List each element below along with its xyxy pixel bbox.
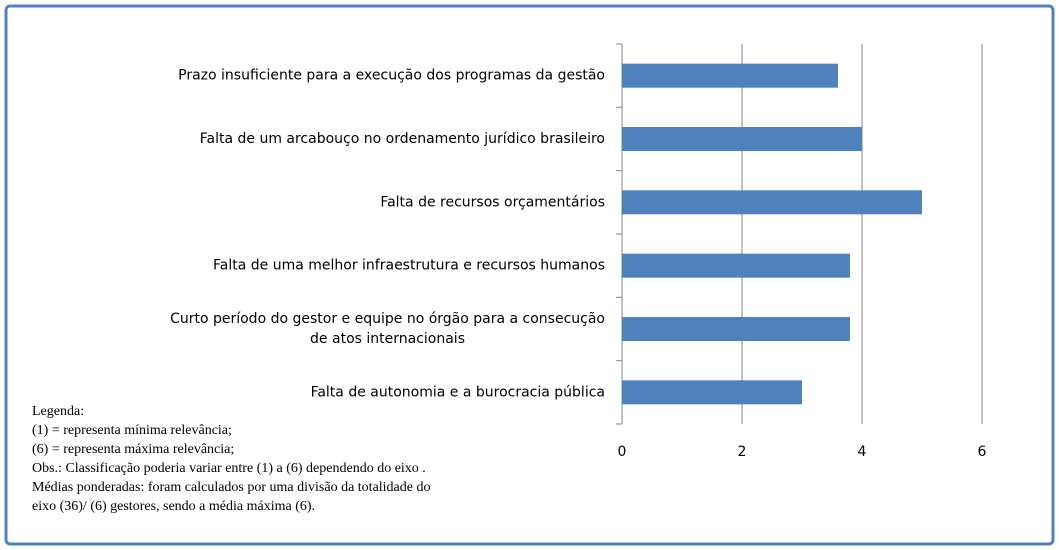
y-tick-label: Curto período do gestor e equipe no órgã…	[170, 311, 605, 347]
bar	[622, 253, 850, 278]
y-tick-label: Falta de autonomia e a burocracia públic…	[311, 384, 605, 400]
bar	[622, 63, 838, 88]
label-line: de atos internacionais	[310, 331, 465, 347]
legend-note: Obs.: Classificação poderia variar entre…	[32, 461, 426, 476]
bar	[622, 190, 922, 215]
bar	[622, 127, 862, 151]
legend-note: (1) = representa mínima relevância;	[32, 423, 232, 438]
label-line: Curto período do gestor e equipe no órgã…	[170, 311, 605, 327]
y-tick-label: Falta de uma melhor infraestrutura e rec…	[213, 258, 605, 274]
x-tick-label: 4	[858, 444, 867, 460]
label-line: Falta de um arcabouço no ordenamento jur…	[200, 131, 605, 147]
x-tick-label: 2	[738, 444, 747, 460]
legend-note: Legenda:	[32, 404, 84, 419]
legend-note: Médias ponderadas: foram calculados por …	[32, 480, 431, 495]
legend-note: eixo (36)/ (6) gestores, sendo a média m…	[32, 499, 315, 514]
label-line: Falta de recursos orçamentários	[380, 194, 605, 210]
x-tick-label: 6	[978, 444, 987, 460]
label-line: Falta de autonomia e a burocracia públic…	[311, 384, 605, 400]
y-tick-label: Falta de recursos orçamentários	[380, 194, 605, 210]
label-line: Falta de uma melhor infraestrutura e rec…	[213, 258, 605, 274]
label-line: Prazo insuficiente para a execução dos p…	[178, 68, 605, 84]
y-tick-label: Falta de um arcabouço no ordenamento jur…	[200, 131, 605, 147]
y-tick-label: Prazo insuficiente para a execução dos p…	[178, 68, 605, 84]
legend-note: (6) = representa máxima relevância;	[32, 442, 234, 457]
x-tick-label: 0	[618, 444, 627, 460]
bar	[622, 380, 802, 405]
bar	[622, 317, 850, 341]
